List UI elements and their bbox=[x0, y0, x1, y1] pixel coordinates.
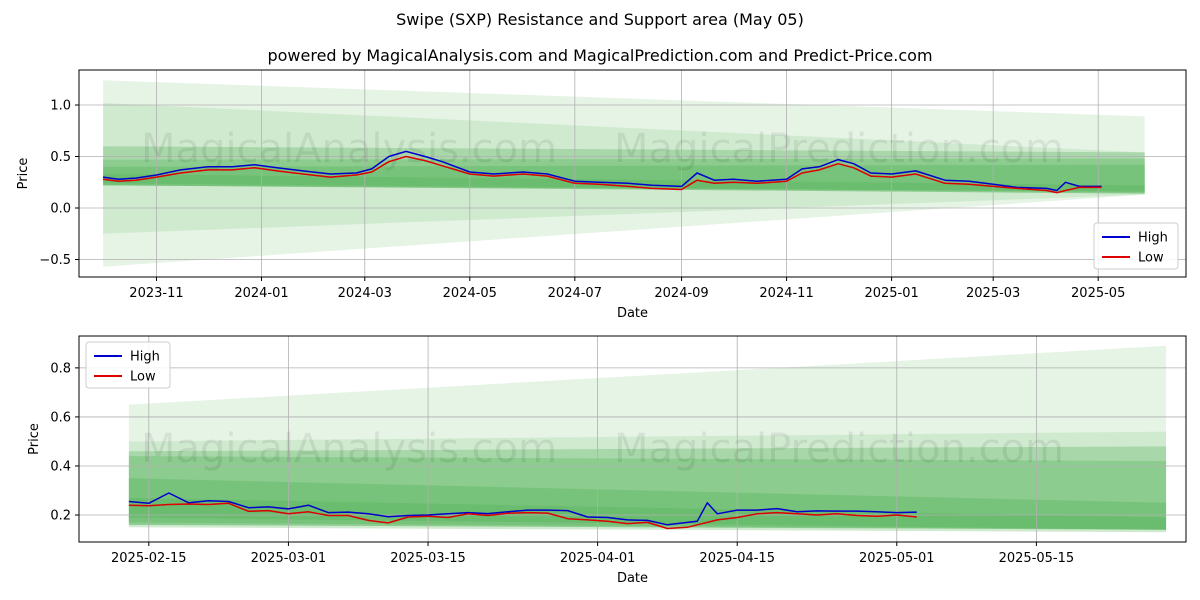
legend-label-low: Low bbox=[130, 370, 156, 385]
legend-label-low: Low bbox=[1138, 251, 1164, 266]
x-tick-label: 2024-03 bbox=[338, 286, 392, 301]
chart-panel-2: MagicalAnalysis.com MagicalPrediction.com… bbox=[27, 335, 1187, 586]
band-2 bbox=[128, 431, 1167, 533]
series-high-line bbox=[128, 492, 917, 526]
band-3 bbox=[103, 146, 1145, 194]
series-lines bbox=[128, 492, 917, 530]
series-high-line bbox=[102, 150, 1102, 192]
y-axis-label: Price bbox=[27, 423, 42, 455]
series-lines bbox=[102, 150, 1102, 194]
support-resistance-bands bbox=[128, 345, 1167, 533]
band-1 bbox=[128, 345, 1167, 533]
band-3 bbox=[128, 446, 1167, 530]
series-low-line bbox=[128, 502, 917, 530]
y-axis-label: Price bbox=[16, 158, 31, 190]
x-tick-label: 2025-04-01 bbox=[560, 551, 636, 566]
y-tick-label: 0.8 bbox=[50, 361, 71, 376]
chart-panel-1: MagicalAnalysis.com MagicalPrediction.com… bbox=[16, 69, 1187, 321]
y-tick-label: 0.2 bbox=[50, 509, 71, 524]
y-tick-label: 0.4 bbox=[50, 459, 71, 474]
series-low-line bbox=[103, 155, 1102, 194]
x-axis-label: Date bbox=[617, 571, 648, 586]
x-tick-label: 2023-11 bbox=[129, 286, 183, 301]
watermark-analysis: MagicalAnalysis.com bbox=[141, 426, 557, 472]
plot-frame bbox=[78, 335, 1187, 543]
band-2 bbox=[103, 102, 1145, 234]
chart-subtitle: powered by MagicalAnalysis.com and Magic… bbox=[267, 46, 933, 65]
grid bbox=[79, 336, 1186, 542]
legend: High Low bbox=[1093, 222, 1179, 270]
legend: High Low bbox=[85, 341, 171, 389]
x-tick-label: 2025-01 bbox=[864, 286, 918, 301]
x-tick-label: 2025-05-01 bbox=[859, 551, 935, 566]
y-tick-label: 0.5 bbox=[50, 150, 71, 165]
y-tick-label: 1.0 bbox=[50, 99, 71, 114]
watermark-analysis: MagicalAnalysis.com bbox=[141, 126, 557, 172]
x-tick-label: 2025-02-15 bbox=[111, 551, 187, 566]
x-tick-label: 2024-09 bbox=[654, 286, 708, 301]
band-6 bbox=[128, 497, 1167, 530]
y-tick-label: 0.6 bbox=[50, 410, 71, 425]
watermark-prediction: MagicalPrediction.com bbox=[614, 126, 1064, 172]
plot-frame bbox=[78, 69, 1187, 278]
chart-title: Swipe (SXP) Resistance and Support area … bbox=[396, 10, 804, 29]
x-tick-label: 2025-03-15 bbox=[390, 551, 466, 566]
y-tick-label: 0.0 bbox=[50, 202, 71, 217]
support-resistance-bands bbox=[103, 80, 1145, 267]
legend-label-high: High bbox=[130, 350, 160, 365]
band-4 bbox=[128, 456, 1167, 530]
x-tick-label: 2025-04-15 bbox=[699, 551, 775, 566]
x-tick-label: 2024-11 bbox=[759, 286, 813, 301]
legend-label-high: High bbox=[1138, 231, 1168, 246]
x-axis-label: Date bbox=[617, 306, 648, 321]
x-tick-label: 2024-05 bbox=[443, 286, 497, 301]
x-tick-label: 2024-07 bbox=[548, 286, 602, 301]
band-1 bbox=[103, 80, 1145, 267]
band-4 bbox=[103, 158, 1145, 194]
watermark-prediction: MagicalPrediction.com bbox=[614, 426, 1064, 472]
x-tick-label: 2025-05-15 bbox=[999, 551, 1075, 566]
x-tick-label: 2025-03-01 bbox=[251, 551, 327, 566]
x-tick-label: 2025-05 bbox=[1071, 286, 1125, 301]
y-tick-label: −0.5 bbox=[39, 253, 71, 268]
x-tick-label: 2025-03 bbox=[966, 286, 1020, 301]
x-tick-label: 2024-01 bbox=[234, 286, 288, 301]
